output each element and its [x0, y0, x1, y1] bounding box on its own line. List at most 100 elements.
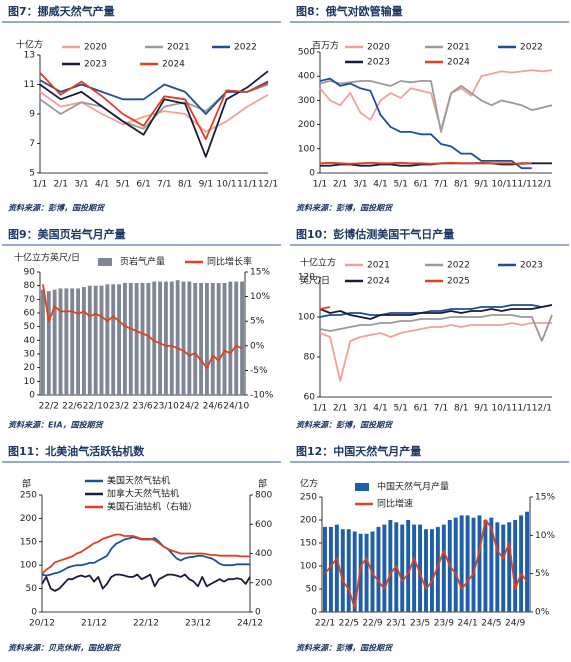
x-tick-label: 11/1 [512, 180, 532, 190]
source-note: 资料来源：彭博，国投期货 [296, 204, 394, 213]
y-tick-label: 100 [298, 313, 315, 323]
x-tick-label: 7/1 [434, 404, 448, 414]
x-tick-label: 6/1 [136, 180, 150, 190]
y-tick-label: 100 [298, 144, 315, 154]
legend-label: 2024 [162, 60, 185, 70]
source-note: 资料来源：彭博，国投期货 [8, 204, 106, 213]
legend-label: 2022 [234, 43, 257, 53]
bar [376, 526, 381, 612]
bar [134, 282, 139, 395]
bar [334, 524, 339, 612]
legend-label: 2023 [367, 58, 390, 68]
bar [175, 280, 180, 395]
legend-label: 2023 [520, 261, 543, 271]
y-tick-label: 300 [298, 96, 315, 106]
bar [352, 531, 357, 612]
y-tick-label: 0 [309, 169, 315, 179]
y2-tick-label: 5% [535, 569, 550, 579]
y-tick-label: 200 [20, 514, 37, 524]
y-tick-label: 400 [298, 72, 315, 82]
x-tick-label: 22/9 [362, 619, 382, 629]
bar [193, 282, 198, 395]
series-line [39, 79, 269, 115]
x-tick-label: 9/1 [474, 180, 488, 190]
source-note: 资料来源：彭博，国投期货 [296, 644, 394, 653]
x-tick-label: 4/1 [95, 180, 109, 190]
bar [199, 282, 204, 395]
bar [204, 282, 209, 395]
bar [111, 284, 116, 395]
y-tick-label: 20 [24, 363, 36, 373]
panel-title: 图7：挪威天然气产量 [8, 4, 115, 18]
series-line [319, 69, 553, 131]
panel-title: 图10：彭博估测美国干气日产量 [296, 227, 454, 241]
y-tick-label: 11 [24, 80, 35, 90]
legend-label: 2021 [447, 43, 470, 53]
y2-tick-label: 0 [255, 608, 261, 618]
bar [459, 515, 464, 612]
panel-title: 图11：北美油气活跃钻机数 [8, 444, 145, 458]
bar [216, 282, 221, 395]
x-tick-label: 8/1 [454, 404, 468, 414]
y-tick-label: 50 [24, 322, 36, 332]
bar [328, 526, 333, 612]
bar [169, 281, 174, 395]
bar [234, 281, 239, 395]
y-tick-label: 80 [304, 353, 316, 363]
x-tick-label: 8/1 [178, 180, 192, 190]
bar [122, 282, 127, 395]
x-tick-label: 23/10 [153, 402, 179, 412]
bar [99, 285, 104, 395]
bar [382, 524, 387, 612]
x-tick-label: 3/1 [353, 180, 367, 190]
bar [424, 529, 428, 612]
y-tick-label: 200 [298, 120, 315, 130]
legend-label: 2024 [367, 277, 390, 287]
legend-label: 2020 [84, 43, 107, 53]
y2-tick-label: 200 [255, 578, 272, 588]
panel-title: 图9：美国页岩气月产量 [8, 227, 126, 241]
legend-label: 2022 [520, 43, 543, 53]
bar [418, 524, 423, 612]
y2-axis-unit: 部 [258, 478, 267, 490]
bar [117, 284, 122, 395]
x-tick-label: 20/12 [29, 619, 55, 629]
bar [429, 529, 434, 612]
series-line [39, 70, 269, 158]
x-tick-label: 9/1 [474, 404, 488, 414]
x-tick-label: 22/2 [39, 402, 59, 412]
legend-label: 页岩气产量 [120, 256, 165, 268]
bar [388, 520, 393, 612]
bar [146, 282, 151, 395]
y2-tick-label: 600 [255, 520, 272, 530]
y2-tick-label: 10% [535, 531, 555, 541]
y-axis-unit: 英尺/日 [300, 275, 330, 287]
y-tick-label: 120 [298, 273, 315, 283]
x-tick-label: 2/1 [333, 404, 347, 414]
x-tick-label: 4/1 [373, 404, 387, 414]
bar [76, 288, 81, 395]
x-tick-label: 2/1 [53, 180, 67, 190]
x-tick-label: 10/1 [491, 180, 511, 190]
bar [210, 282, 215, 395]
bar [346, 529, 351, 612]
bar [400, 524, 405, 612]
series-line [324, 519, 528, 610]
y-tick-label: 7 [29, 139, 35, 149]
x-tick-label: 2/1 [333, 180, 347, 190]
bar [358, 533, 363, 612]
y-tick-label: 60 [24, 309, 36, 319]
x-tick-label: 5/1 [393, 180, 407, 190]
x-tick-label: 24/9 [505, 619, 525, 629]
x-tick-label: 6/1 [414, 180, 428, 190]
y-tick-label: 9 [29, 110, 35, 120]
series-line [41, 533, 250, 575]
source-note: 资料来源：彭博，国投期货 [296, 421, 394, 430]
x-tick-label: 22/1 [315, 619, 335, 629]
bar [152, 281, 157, 395]
series-line [319, 80, 553, 133]
x-tick-label: 22/6 [62, 402, 82, 412]
x-tick-label: 10/1 [216, 180, 236, 190]
legend-label: 美国天然气钻机 [107, 475, 170, 487]
